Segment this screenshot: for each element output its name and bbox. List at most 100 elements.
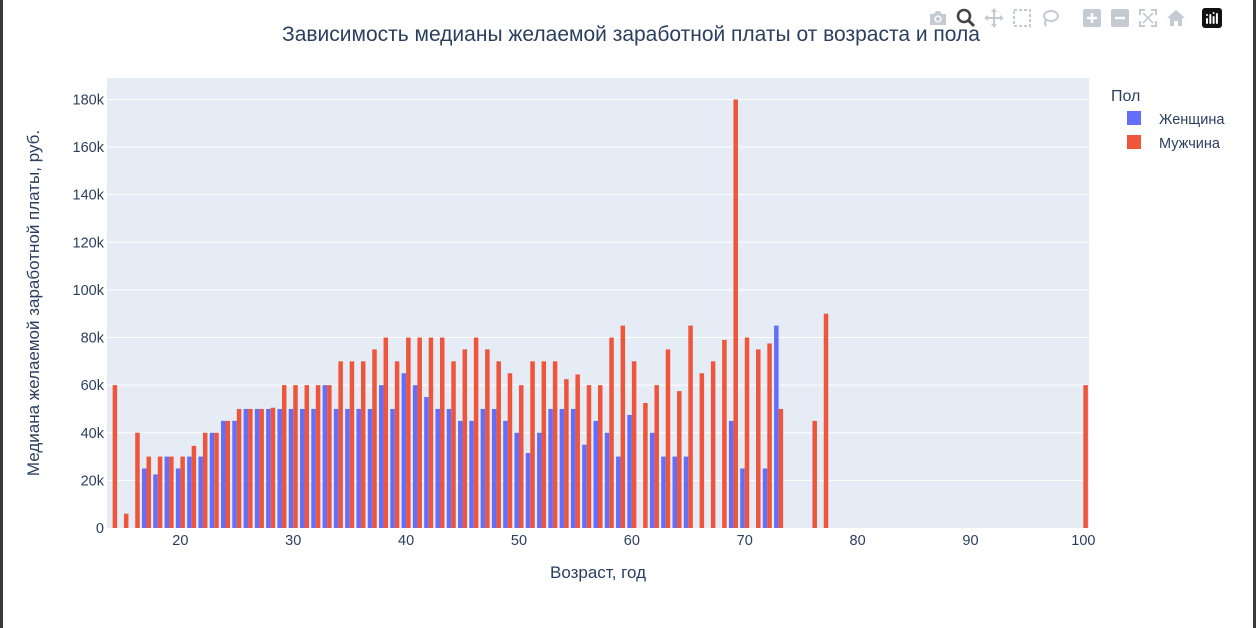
bar-female[interactable] — [164, 456, 170, 528]
bar-female[interactable] — [198, 456, 203, 528]
box-select-icon[interactable] — [1011, 7, 1033, 29]
bar-female[interactable] — [435, 408, 440, 528]
bar-male[interactable] — [349, 361, 355, 528]
bar-male[interactable] — [609, 337, 614, 528]
bar-female[interactable] — [277, 408, 282, 528]
bar-female[interactable] — [537, 432, 542, 528]
plotly-logo-icon[interactable] — [1201, 7, 1223, 29]
bar-female[interactable] — [401, 373, 407, 528]
bar-female[interactable] — [209, 432, 215, 528]
bar-male[interactable] — [270, 407, 276, 528]
bar-male[interactable] — [530, 361, 535, 528]
bar-male[interactable] — [191, 445, 197, 528]
bar-male[interactable] — [643, 403, 648, 528]
bar-female[interactable] — [570, 408, 576, 528]
bar-female[interactable] — [728, 420, 734, 528]
bar-female[interactable] — [446, 408, 452, 528]
bar-female[interactable] — [559, 408, 565, 528]
bar-male[interactable] — [767, 343, 772, 528]
bar-male[interactable] — [631, 361, 637, 528]
bar-female[interactable] — [525, 453, 531, 528]
bar-male[interactable] — [677, 391, 682, 528]
bar-male[interactable] — [304, 385, 310, 528]
bar-female[interactable] — [424, 397, 429, 528]
bar-male[interactable] — [507, 373, 513, 528]
bar-male[interactable] — [1083, 385, 1088, 528]
bar-female[interactable] — [661, 456, 666, 528]
bar-male[interactable] — [823, 313, 829, 528]
bar-male[interactable] — [248, 408, 253, 528]
bar-male[interactable] — [372, 349, 377, 528]
bar-male[interactable] — [586, 385, 592, 528]
bar-female[interactable] — [175, 468, 181, 528]
bar-female[interactable] — [627, 414, 632, 528]
bar-male[interactable] — [575, 374, 580, 528]
bar-female[interactable] — [582, 444, 587, 528]
bar-female[interactable] — [762, 468, 768, 528]
bar-female[interactable] — [379, 385, 384, 528]
bar-female[interactable] — [232, 420, 237, 528]
autoscale-icon[interactable] — [1137, 7, 1159, 29]
bar-male[interactable] — [473, 337, 479, 528]
bar-male[interactable] — [756, 349, 761, 528]
bar-male[interactable] — [293, 385, 298, 528]
bar-female[interactable] — [311, 408, 316, 528]
bar-male[interactable] — [733, 99, 738, 529]
bar-female[interactable] — [683, 456, 689, 528]
bar-male[interactable] — [541, 361, 547, 528]
bar-male[interactable] — [744, 337, 750, 528]
bar-female[interactable] — [254, 408, 260, 528]
bar-male[interactable] — [259, 408, 264, 528]
bar-male[interactable] — [360, 361, 366, 528]
bar-male[interactable] — [315, 385, 321, 528]
bar-male[interactable] — [778, 408, 784, 528]
bar-female[interactable] — [480, 408, 486, 528]
bar-female[interactable] — [503, 420, 508, 528]
bar-female[interactable] — [548, 408, 553, 528]
bar-male[interactable] — [394, 361, 400, 528]
bar-female[interactable] — [649, 432, 655, 528]
bar-female[interactable] — [221, 420, 226, 528]
bar-male[interactable] — [552, 361, 558, 528]
bar-male[interactable] — [225, 420, 231, 528]
bar-male[interactable] — [688, 325, 693, 528]
bar-female[interactable] — [390, 408, 395, 528]
bar-male[interactable] — [180, 456, 185, 528]
bar-female[interactable] — [469, 420, 474, 528]
bar-male[interactable] — [146, 456, 152, 528]
bar-male[interactable] — [485, 349, 490, 528]
bar-female[interactable] — [672, 456, 678, 528]
zoom-out-icon[interactable] — [1109, 7, 1131, 29]
pan-icon[interactable] — [983, 7, 1005, 29]
bar-female[interactable] — [491, 408, 497, 528]
legend-item-male[interactable]: Мужчина — [1127, 135, 1221, 152]
bar-male[interactable] — [236, 408, 242, 528]
bar-male[interactable] — [406, 337, 411, 528]
bar-male[interactable] — [338, 361, 343, 528]
bar-male[interactable] — [710, 361, 716, 528]
bar-male[interactable] — [123, 513, 129, 528]
bar-male[interactable] — [417, 337, 422, 528]
reset-axes-icon[interactable] — [1165, 7, 1187, 29]
bar-male[interactable] — [496, 361, 501, 528]
bar-male[interactable] — [518, 385, 524, 528]
bar-male[interactable] — [451, 361, 456, 528]
bar-male[interactable] — [327, 385, 332, 528]
bar-female[interactable] — [514, 432, 519, 528]
bar-male[interactable] — [699, 373, 705, 528]
bar-male[interactable] — [462, 349, 468, 528]
bar-female[interactable] — [243, 408, 249, 528]
bar-male[interactable] — [722, 339, 727, 528]
bar-male[interactable] — [428, 337, 434, 528]
bar-female[interactable] — [266, 408, 271, 528]
bar-female[interactable] — [367, 408, 373, 528]
bar-male[interactable] — [112, 385, 118, 528]
zoom-icon[interactable] — [955, 7, 977, 29]
camera-icon[interactable] — [927, 7, 949, 29]
bar-male[interactable] — [214, 432, 219, 528]
bar-female[interactable] — [412, 385, 418, 528]
bar-male[interactable] — [654, 385, 659, 528]
lasso-select-icon[interactable] — [1039, 7, 1061, 29]
bar-male[interactable] — [202, 432, 208, 528]
bar-female[interactable] — [356, 408, 361, 528]
